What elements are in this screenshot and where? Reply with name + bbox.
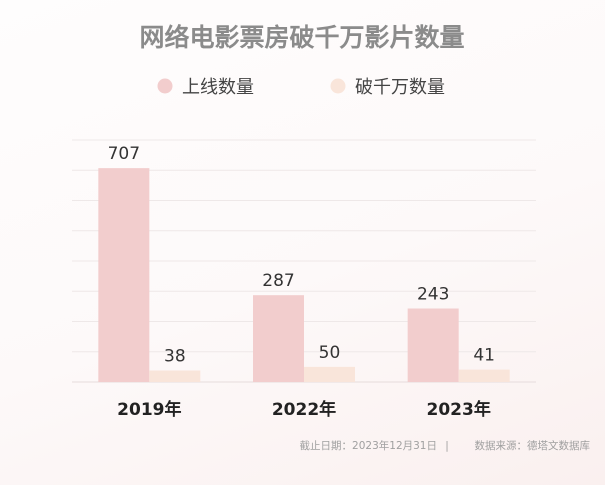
legend-item-online: 上线数量	[157, 77, 254, 98]
legend-item-over-ten-million: 破千万数量	[330, 77, 445, 98]
x-tick-label: 2019年	[117, 399, 181, 420]
data-label: 38	[164, 347, 186, 367]
data-label: 287	[262, 271, 294, 291]
x-tick-label: 2022年	[272, 399, 336, 420]
legend-swatch-online	[157, 78, 173, 94]
bar-over-ten-million	[149, 370, 201, 382]
x-tick-label: 2023年	[427, 399, 491, 420]
value-labels: 707 38 287 50 243 41	[108, 144, 495, 366]
footer-source: 数据来源：德塔文数据库	[475, 439, 591, 452]
data-label: 50	[319, 343, 341, 363]
category-labels: 2019年 2022年 2023年	[117, 399, 491, 420]
chart-title: 网络电影票房破千万影片数量	[139, 23, 464, 52]
footer: 截止日期：2023年12月31日 | 数据来源：德塔文数据库	[300, 439, 590, 452]
data-label: 243	[417, 284, 449, 304]
legend-label-over-ten-million: 破千万数量	[355, 77, 445, 98]
legend-label-online: 上线数量	[182, 77, 254, 98]
footer-date: 截止日期：2023年12月31日	[300, 439, 437, 452]
data-label: 41	[473, 346, 495, 366]
bar-over-ten-million	[304, 366, 355, 382]
bar-online	[253, 295, 304, 382]
legend: 上线数量 破千万数量	[157, 77, 445, 98]
bar-online	[407, 308, 459, 382]
legend-swatch-over-ten-million	[330, 78, 346, 94]
bar-online	[98, 168, 150, 382]
bars	[98, 168, 510, 382]
data-label: 707	[108, 144, 140, 164]
footer-separator: |	[445, 440, 449, 452]
bar-over-ten-million	[458, 369, 510, 382]
